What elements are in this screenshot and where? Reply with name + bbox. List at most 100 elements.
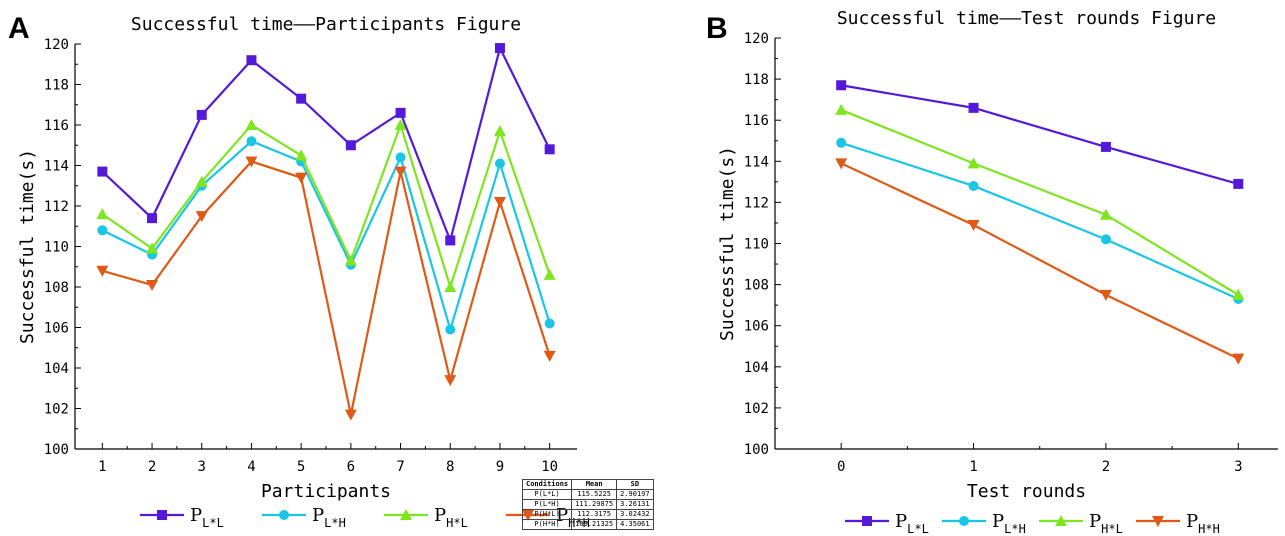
data-point — [344, 409, 357, 421]
data-point — [146, 242, 159, 254]
data-point — [444, 281, 457, 292]
table-header-sd: SD — [616, 479, 654, 490]
data-point — [1233, 178, 1244, 189]
legend-item: PH*L — [1039, 511, 1123, 536]
legend-label: PL*L — [895, 511, 929, 536]
data-point — [445, 324, 456, 335]
legend-label: PL*L — [190, 505, 224, 530]
x-tick-label: 2 — [1102, 459, 1110, 475]
legend-item: PL*L — [140, 505, 224, 530]
data-point — [967, 220, 980, 232]
data-point — [196, 109, 207, 120]
data-point — [835, 103, 848, 115]
y-tick-label: 106 — [44, 321, 69, 337]
series-line — [101, 139, 551, 334]
x-tick-label: 3 — [198, 459, 206, 475]
x-tick-label: 0 — [837, 459, 845, 475]
table-row: P(L*L) 115.5225 2.90197 — [521, 489, 654, 500]
table-cell-sd: 4.35061 — [616, 519, 654, 530]
data-point — [836, 137, 847, 148]
table-cell-mean: 111.29875 — [571, 499, 618, 510]
y-tick-label: 104 — [44, 361, 69, 377]
y-tick-label: 110 — [744, 237, 769, 253]
data-point — [445, 235, 456, 246]
y-tick-label: 104 — [744, 360, 769, 376]
legend-marker — [862, 516, 872, 526]
x-tick-label: 6 — [347, 459, 355, 475]
y-tick-label: 118 — [44, 78, 69, 94]
data-point — [395, 152, 406, 163]
legend-label-subscript: L*H — [1004, 522, 1026, 536]
series-line — [840, 141, 1239, 300]
data-point — [1232, 353, 1245, 365]
x-axis-label: Test rounds — [967, 481, 1086, 502]
data-point — [245, 156, 258, 168]
data-point — [968, 102, 979, 113]
table-row: P(H*L) 112.3175 3.02432 — [521, 509, 654, 520]
legend-label: PL*H — [312, 505, 346, 530]
series-phl — [835, 103, 1245, 300]
data-point — [195, 211, 208, 223]
y-tick-label: 116 — [44, 118, 69, 134]
y-tick-label: 102 — [44, 402, 69, 418]
legend-label: PL*H — [992, 511, 1026, 536]
data-point — [296, 93, 307, 104]
legend-label-subscript: H*H — [1198, 522, 1220, 536]
table-header-row: Conditions Mean SD — [521, 479, 654, 490]
legend-marker — [1055, 515, 1067, 526]
data-point — [195, 175, 208, 187]
series-pll — [836, 80, 1244, 189]
data-point — [1232, 288, 1245, 300]
legend-item: PL*H — [942, 511, 1026, 536]
data-point — [494, 158, 505, 169]
data-point — [96, 265, 109, 277]
series-line — [102, 160, 551, 415]
panel-a-letter: A — [8, 12, 30, 45]
series-line — [840, 108, 1239, 296]
series-pll — [97, 43, 555, 246]
data-point — [345, 140, 356, 151]
legend-label-subscript: L*H — [324, 516, 346, 530]
legend-label-subscript: L*L — [202, 516, 224, 530]
participants-chart: Successful time——Participants Figure 100 1… — [17, 14, 590, 530]
test-rounds-chart: Successful time——Test rounds Figure10010… — [717, 8, 1278, 536]
series-phl — [96, 119, 556, 292]
chart-title: Successful time——Test rounds Figure — [837, 8, 1216, 29]
y-tick-label: 108 — [44, 280, 69, 296]
data-point — [1099, 289, 1112, 301]
panel-b-letter: B — [706, 12, 728, 45]
y-tick-label: 114 — [744, 154, 769, 170]
data-point — [494, 43, 505, 54]
y-axis-label: Successful time(s) — [717, 146, 738, 341]
table-cell-mean: 115.5225 — [571, 489, 618, 500]
data-point — [836, 80, 847, 91]
data-point — [1100, 141, 1111, 152]
y-tick-label: 112 — [44, 199, 69, 215]
y-tick-label: 120 — [744, 31, 769, 47]
data-point — [493, 196, 506, 208]
data-point — [96, 208, 109, 220]
table-cell-mean: 109.21325 — [571, 519, 618, 530]
table-header-conditions: Conditions — [521, 479, 573, 490]
x-tick-label: 9 — [496, 459, 504, 475]
x-axis-label: Participants — [261, 481, 391, 502]
legend-label: PH*H — [1186, 511, 1220, 536]
legend-label-subscript: H*L — [446, 516, 468, 530]
x-tick-label: 1 — [98, 459, 106, 475]
series-phh — [96, 156, 556, 421]
legend-label-subscript: H*L — [1101, 522, 1123, 536]
data-point — [295, 172, 308, 184]
legend-marker — [279, 510, 289, 520]
legend-label: PH*L — [1089, 511, 1123, 536]
data-point — [246, 136, 257, 147]
table-cell-condition: P(L*L) — [521, 489, 573, 500]
table-cell-sd: 2.90197 — [616, 489, 654, 500]
table-cell-sd: 3.02432 — [616, 509, 654, 520]
data-point — [444, 375, 457, 387]
series-line — [101, 121, 551, 291]
data-point — [394, 119, 407, 130]
legend-marker — [400, 509, 412, 520]
legend-marker — [157, 510, 167, 520]
data-point — [344, 254, 357, 266]
